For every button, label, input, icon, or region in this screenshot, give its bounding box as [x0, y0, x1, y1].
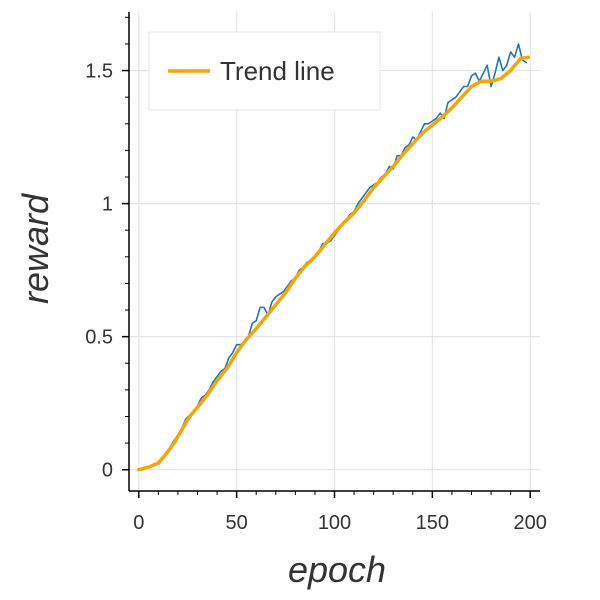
- y-tick-label: 0.5: [85, 327, 113, 349]
- x-tick-label: 150: [416, 512, 449, 534]
- series-layer: [137, 43, 531, 472]
- series-line-reward: [137, 43, 528, 471]
- y-tick-label: 1.5: [85, 61, 113, 83]
- x-tick-label: 0: [133, 512, 144, 534]
- y-axis-title: reward: [15, 193, 56, 304]
- y-tick-label: 1: [102, 194, 113, 216]
- x-tick-label: 200: [514, 512, 547, 534]
- legend: Trend line: [148, 31, 381, 111]
- x-tick-label: 50: [226, 512, 248, 534]
- y-tick-label: 0: [102, 460, 113, 482]
- tick-labels: 0 50 100 150 200 0 0.5 1 1.5: [85, 61, 547, 534]
- axes: [122, 12, 540, 498]
- series-line-trend: [137, 55, 531, 472]
- legend-label-trend-line: Trend line: [220, 56, 335, 86]
- x-axis-title: epoch: [288, 549, 386, 590]
- x-tick-label: 100: [318, 512, 351, 534]
